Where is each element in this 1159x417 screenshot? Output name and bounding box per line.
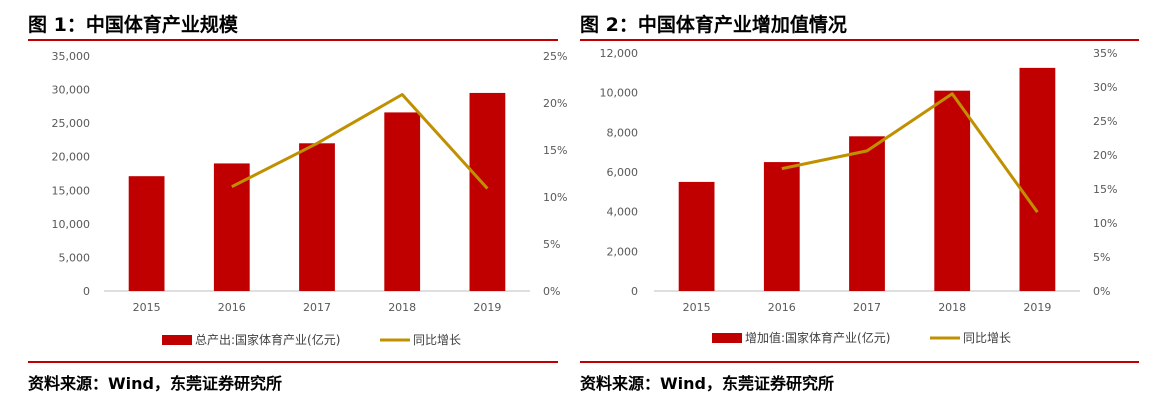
y-right-tick-label: 20% [543, 97, 567, 110]
y-left-tick-label: 8,000 [607, 126, 639, 139]
y-left-tick-label: 0 [631, 285, 638, 298]
y-left-tick-label: 30,000 [52, 84, 91, 97]
bar [469, 92, 506, 291]
legend-label-line: 同比增长 [413, 333, 461, 347]
y-left-tick-label: 6,000 [607, 166, 639, 179]
y-right-tick-label: 0% [1093, 285, 1110, 298]
bar [1019, 67, 1056, 291]
bar [763, 162, 800, 291]
y-left-tick-label: 25,000 [52, 117, 91, 130]
source-note: 资料来源：Wind，东莞证券研究所 [28, 374, 282, 393]
figure-2: 图 2：中国体育产业增加值情况 0 2,000 4,000 6,000 8,000 10,… [580, 0, 1159, 417]
figure-title: 图 1：中国体育产业规模 [28, 14, 238, 36]
source-rule [28, 361, 558, 363]
y-left-tick-label: 0 [83, 285, 90, 298]
y-left-tick-label: 20,000 [52, 151, 91, 164]
source-rule [580, 361, 1139, 363]
y-right-tick-label: 15% [543, 144, 567, 157]
y-right-tick-label: 10% [1093, 217, 1117, 230]
bar [678, 181, 715, 291]
growth-line [231, 93, 489, 190]
y-left-tick-label: 12,000 [600, 47, 639, 60]
y-right-tick-label: 25% [1093, 115, 1117, 128]
y-right-tick-label: 25% [543, 50, 567, 63]
y-right-tick-label: 15% [1093, 183, 1117, 196]
chart-industry-output: 0 5,000 10,000 15,000 20,000 25,000 30,000 35,0… [52, 50, 568, 347]
x-tick-label: 2017 [853, 301, 881, 314]
x-tick-label: 2019 [1023, 301, 1051, 314]
y-left-tick-label: 4,000 [607, 206, 639, 219]
y-right-tick-label: 30% [1093, 81, 1117, 94]
y-right-tick-label: 35% [1093, 47, 1117, 60]
figure-1: 图 1：中国体育产业规模 0 5,000 10,000 15,000 20,000 25,… [0, 0, 568, 417]
y-left-tick-label: 5,000 [59, 251, 91, 264]
legend-swatch-bar [162, 335, 192, 345]
y-left-tick-label: 2,000 [607, 245, 639, 258]
title-rule [28, 39, 558, 41]
title-rule [580, 39, 1139, 41]
bar [384, 112, 421, 292]
x-tick-label: 2015 [683, 301, 711, 314]
bar [299, 143, 335, 291]
bar [128, 176, 165, 291]
y-left-tick-label: 10,000 [600, 87, 639, 100]
y-left-tick-label: 35,000 [52, 50, 91, 63]
y-right-tick-label: 10% [543, 191, 567, 204]
bar [849, 136, 885, 291]
y-right-tick-label: 5% [543, 238, 560, 251]
y-left-tick-label: 10,000 [52, 218, 91, 231]
x-tick-label: 2016 [768, 301, 796, 314]
legend-swatch-bar [712, 333, 742, 343]
legend-label-line: 同比增长 [963, 331, 1011, 345]
x-tick-label: 2018 [938, 301, 966, 314]
chart-value-added: 0 2,000 4,000 6,000 8,000 10,000 12,000 0% 5% 10%… [600, 47, 1118, 345]
bar [213, 163, 250, 291]
x-tick-label: 2016 [218, 301, 246, 314]
legend-label-bar: 总产出:国家体育产业(亿元) [195, 332, 340, 347]
y-left-tick-label: 15,000 [52, 184, 91, 197]
x-tick-label: 2015 [133, 301, 161, 314]
x-tick-label: 2018 [388, 301, 416, 314]
bar [934, 90, 971, 291]
x-tick-label: 2019 [473, 301, 501, 314]
y-right-tick-label: 20% [1093, 149, 1117, 162]
source-note: 资料来源：Wind，东莞证券研究所 [580, 374, 834, 393]
y-right-tick-label: 0% [543, 285, 560, 298]
legend-label-bar: 增加值:国家体育产业(亿元) [745, 330, 890, 345]
y-right-tick-label: 5% [1093, 251, 1110, 264]
figure-title: 图 2：中国体育产业增加值情况 [580, 14, 847, 36]
x-tick-label: 2017 [303, 301, 331, 314]
growth-line [781, 92, 1039, 213]
